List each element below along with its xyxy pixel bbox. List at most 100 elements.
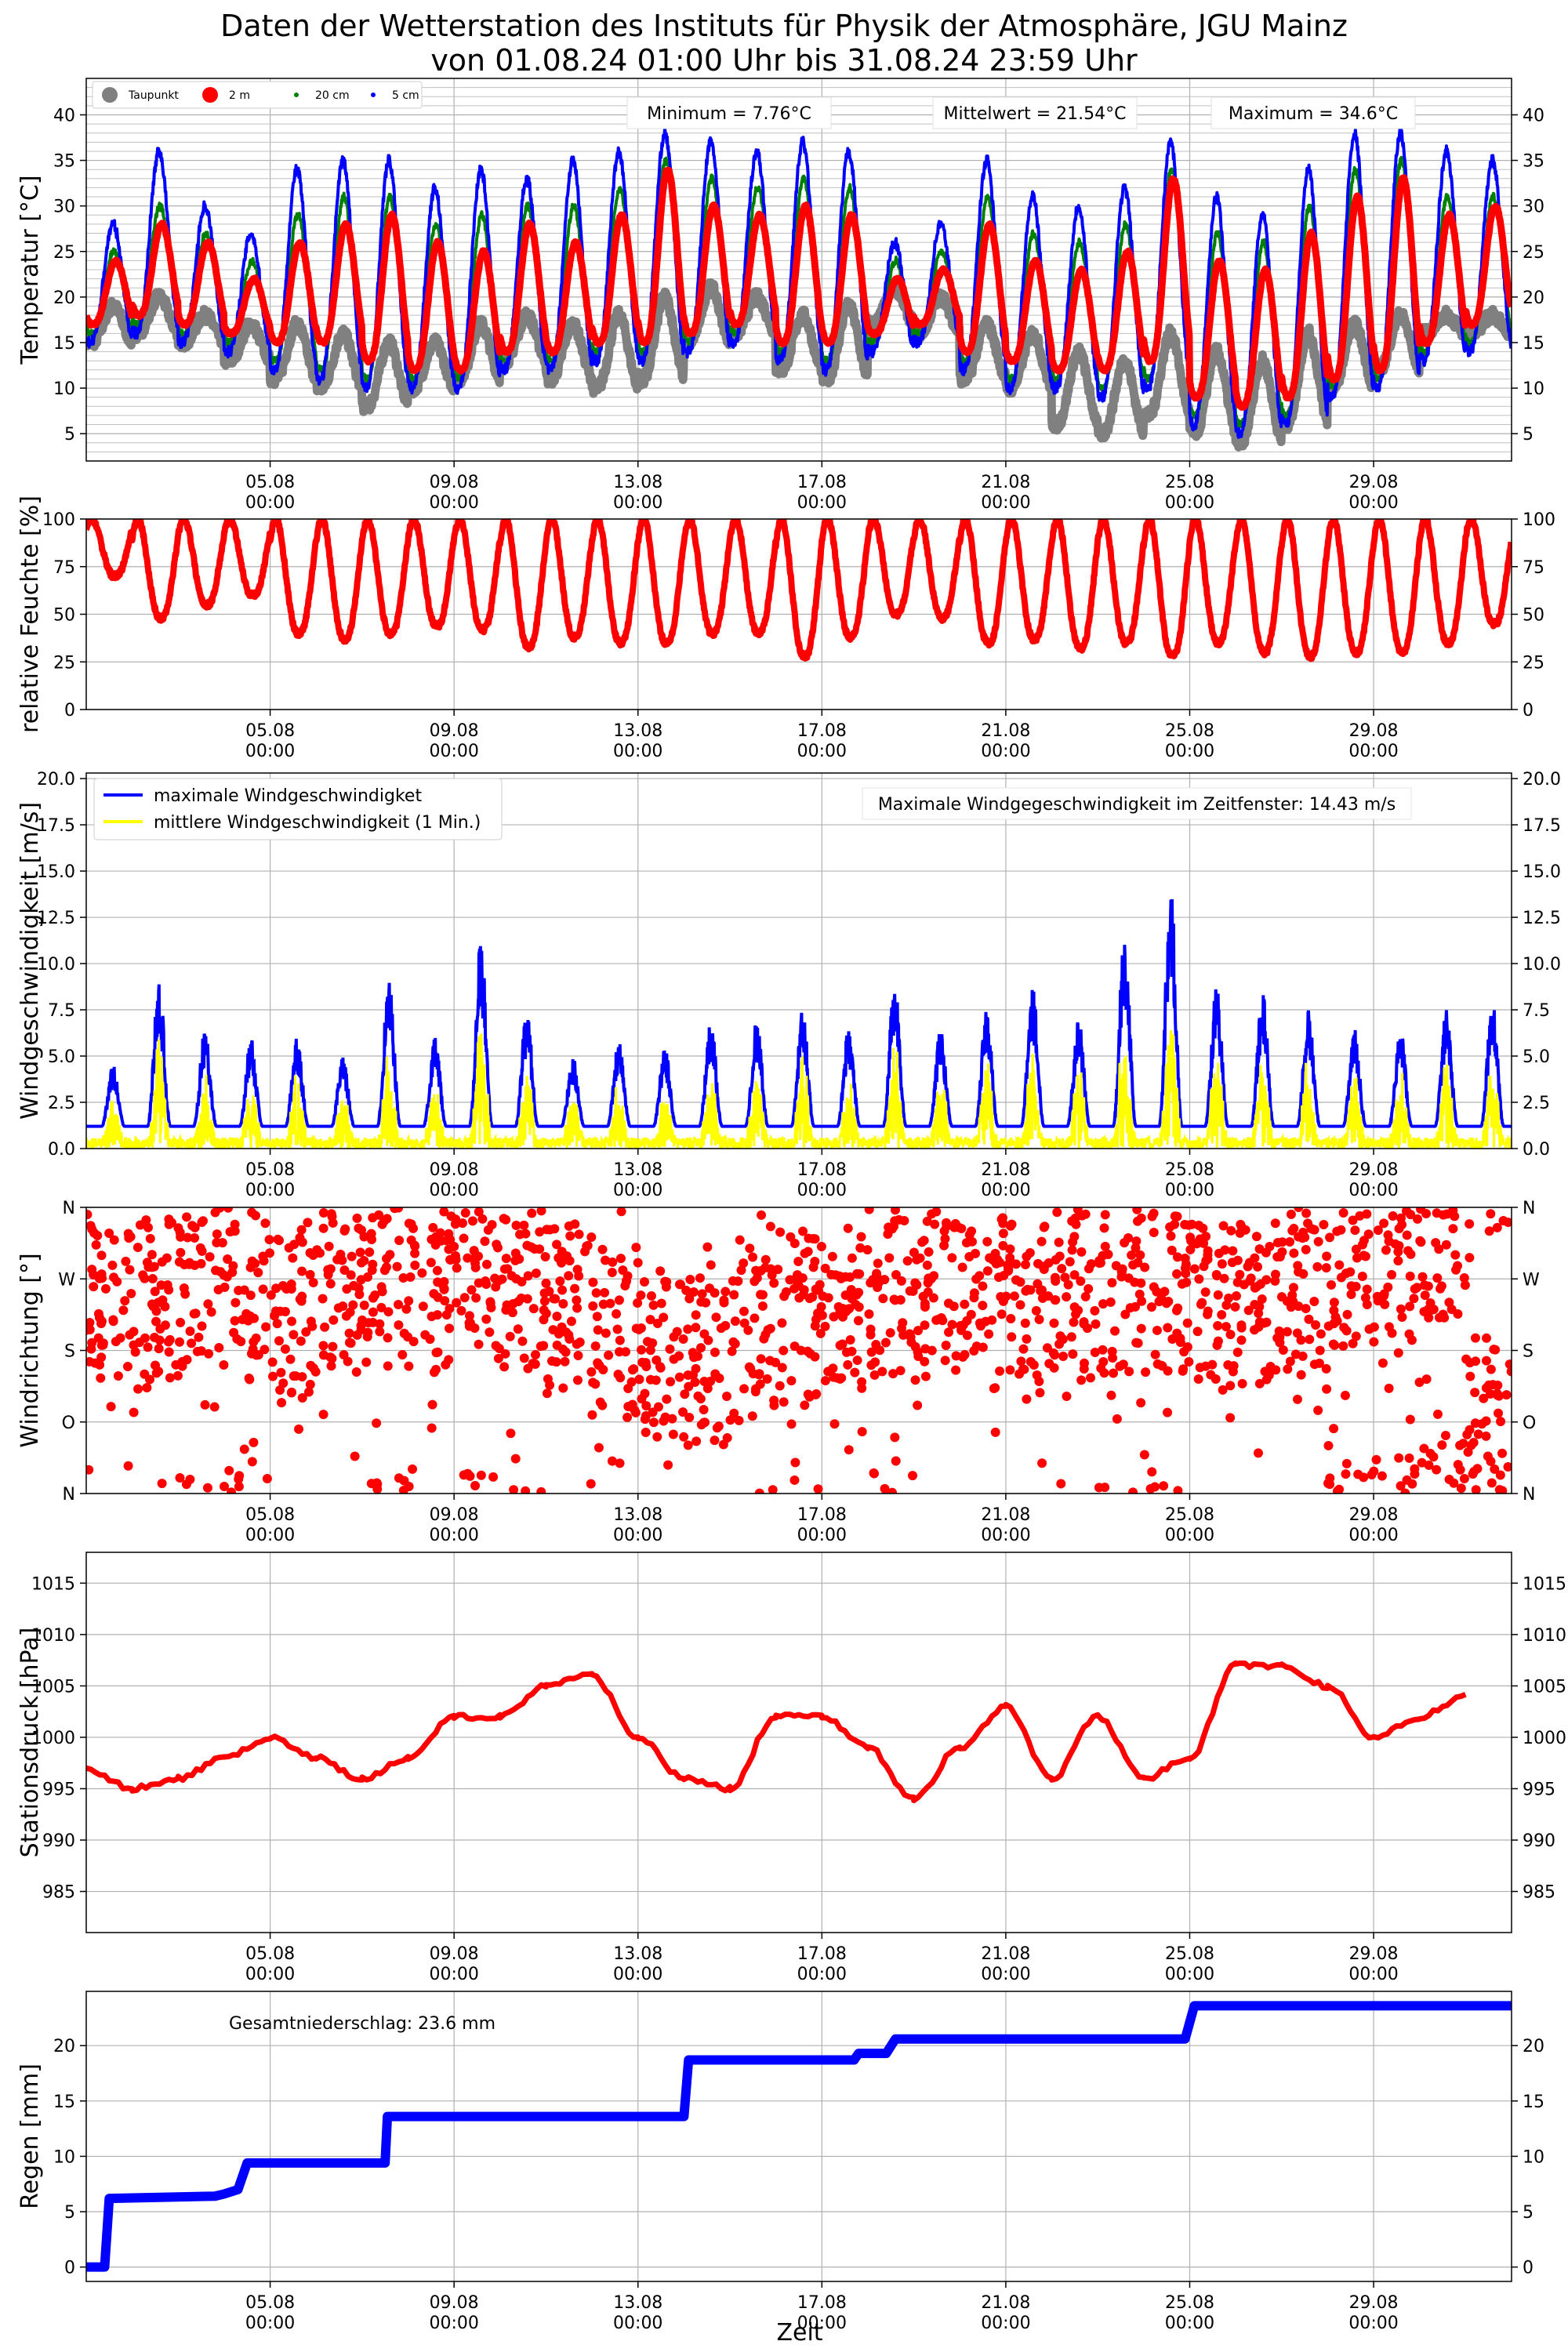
wind-direction-point — [1442, 1209, 1452, 1219]
wind-direction-point — [910, 1375, 920, 1385]
wind-direction-point — [367, 1265, 377, 1276]
wind-direction-point — [1379, 1289, 1389, 1299]
wind-direction-point — [662, 1394, 672, 1404]
wind-direction-point — [488, 1472, 499, 1482]
wind-direction-point — [1173, 1303, 1183, 1313]
wind-direction-point — [372, 1479, 383, 1489]
wind-direction-point — [91, 1240, 101, 1250]
x-tick-label-date: 05.08 — [245, 473, 295, 492]
wind-direction-point — [348, 1300, 358, 1310]
wind-direction-point — [1069, 1270, 1080, 1280]
wind-direction-point — [410, 1248, 420, 1258]
wind-direction-point — [1163, 1296, 1174, 1306]
wind-direction-point — [765, 1221, 775, 1232]
wind-direction-point — [492, 1240, 502, 1250]
wind-direction-point — [352, 1330, 362, 1340]
wind-direction-point — [1449, 1478, 1459, 1488]
wind-direction-point — [700, 1417, 710, 1428]
wind-direction-point — [1007, 1219, 1017, 1229]
wind-direction-point — [399, 1328, 409, 1338]
wind-direction-point — [1300, 1232, 1310, 1243]
y-tick-label-left: 15 — [53, 2092, 75, 2112]
wind-direction-point — [622, 1412, 633, 1422]
wind-direction-point — [527, 1208, 537, 1218]
wind-direction-point — [1348, 1215, 1358, 1225]
wind-direction-point — [397, 1349, 408, 1359]
x-tick-label-date: 29.08 — [1349, 721, 1399, 741]
pressure-series — [86, 1660, 1467, 1804]
wind-direction-point — [1379, 1218, 1389, 1229]
wind-direction-point — [888, 1369, 898, 1379]
wind-direction-point — [570, 1283, 580, 1294]
wind-direction-point — [552, 1340, 562, 1350]
wind-direction-point — [887, 1487, 898, 1494]
wind-direction-point — [1384, 1383, 1394, 1393]
wind-direction-point — [958, 1320, 968, 1330]
wind-direction-point — [757, 1301, 768, 1311]
wind-direction-point — [452, 1298, 462, 1308]
wind-direction-point — [762, 1374, 772, 1384]
wind-direction-point — [531, 1350, 541, 1360]
wind-direction-point — [251, 1210, 261, 1221]
wind-direction-point — [739, 1306, 749, 1316]
wind-direction-point — [846, 1285, 856, 1295]
wind-direction-point — [1453, 1261, 1463, 1271]
wind-direction-point — [601, 1328, 611, 1338]
wind-direction-point — [1091, 1319, 1101, 1329]
wind-direction-point — [668, 1429, 678, 1439]
wind-direction-point — [151, 1316, 162, 1327]
wind-direction-point — [641, 1401, 652, 1411]
wind-direction-point — [852, 1356, 862, 1366]
legend-label: Taupunkt — [128, 89, 179, 102]
wind-direction-point — [318, 1350, 328, 1360]
wind-direction-point — [648, 1338, 658, 1348]
wind-direction-point — [615, 1373, 626, 1383]
wind-direction-point — [1044, 1258, 1054, 1268]
wind-direction-point — [552, 1311, 562, 1321]
wind-direction-point — [813, 1484, 823, 1494]
wind-direction-point — [325, 1279, 336, 1289]
wind-direction-point — [637, 1345, 647, 1355]
wind-direction-point — [1369, 1337, 1379, 1347]
wind-direction-point — [427, 1399, 437, 1410]
wind-direction-point — [97, 1273, 107, 1283]
y-tick-label-left: 985 — [42, 1883, 75, 1903]
panel-5: 985 985 990 990 995 995 1000 1000 1005 1005 1010 10… — [16, 1552, 1566, 1984]
wind-direction-point — [1393, 1256, 1403, 1266]
x-tick-label-date: 13.08 — [613, 1944, 662, 1964]
wind-direction-point — [1497, 1448, 1508, 1458]
y-tick-label-right: 15.0 — [1523, 862, 1561, 882]
wind-direction-point — [998, 1229, 1008, 1239]
y-tick-label-right: N — [1523, 1485, 1535, 1504]
y-tick-label-left: 75 — [53, 558, 75, 578]
wind-direction-point — [1323, 1440, 1334, 1450]
wind-direction-point — [531, 1269, 541, 1279]
x-tick-label-time: 00:00 — [1165, 2314, 1214, 2333]
wind-direction-point — [669, 1332, 679, 1342]
wind-direction-point — [873, 1278, 884, 1288]
wind-direction-point — [878, 1294, 888, 1304]
legend-box — [93, 778, 503, 840]
y-tick-label-right: 10.0 — [1523, 955, 1561, 975]
wind-direction-point — [777, 1318, 787, 1328]
y-tick-label-right: 0 — [1523, 2259, 1534, 2278]
wind-direction-point — [1471, 1356, 1481, 1367]
wind-direction-point — [175, 1472, 185, 1483]
panel-4: N NO OS SW WN N05.0800:0009.0800:0013.0800:00… — [16, 1199, 1540, 1545]
wind-direction-point — [1060, 1272, 1070, 1283]
wind-direction-point — [344, 1328, 354, 1338]
wind-direction-point — [224, 1465, 234, 1475]
wind-direction-point — [549, 1294, 559, 1304]
wind-direction-point — [711, 1312, 721, 1323]
wind-direction-point — [160, 1301, 170, 1312]
wind-direction-point — [964, 1229, 975, 1240]
y-tick-label-left: N — [63, 1485, 75, 1504]
wind-direction-point — [227, 1487, 237, 1494]
wind-direction-point — [305, 1269, 315, 1279]
wind-direction-point — [1432, 1273, 1443, 1283]
stat-annotation: Minimum = 7.76°C — [647, 104, 811, 124]
wind-direction-point — [1316, 1329, 1326, 1339]
wind-direction-point — [1334, 1260, 1345, 1270]
wind-direction-point — [612, 1324, 622, 1334]
wind-direction-point — [305, 1379, 315, 1389]
